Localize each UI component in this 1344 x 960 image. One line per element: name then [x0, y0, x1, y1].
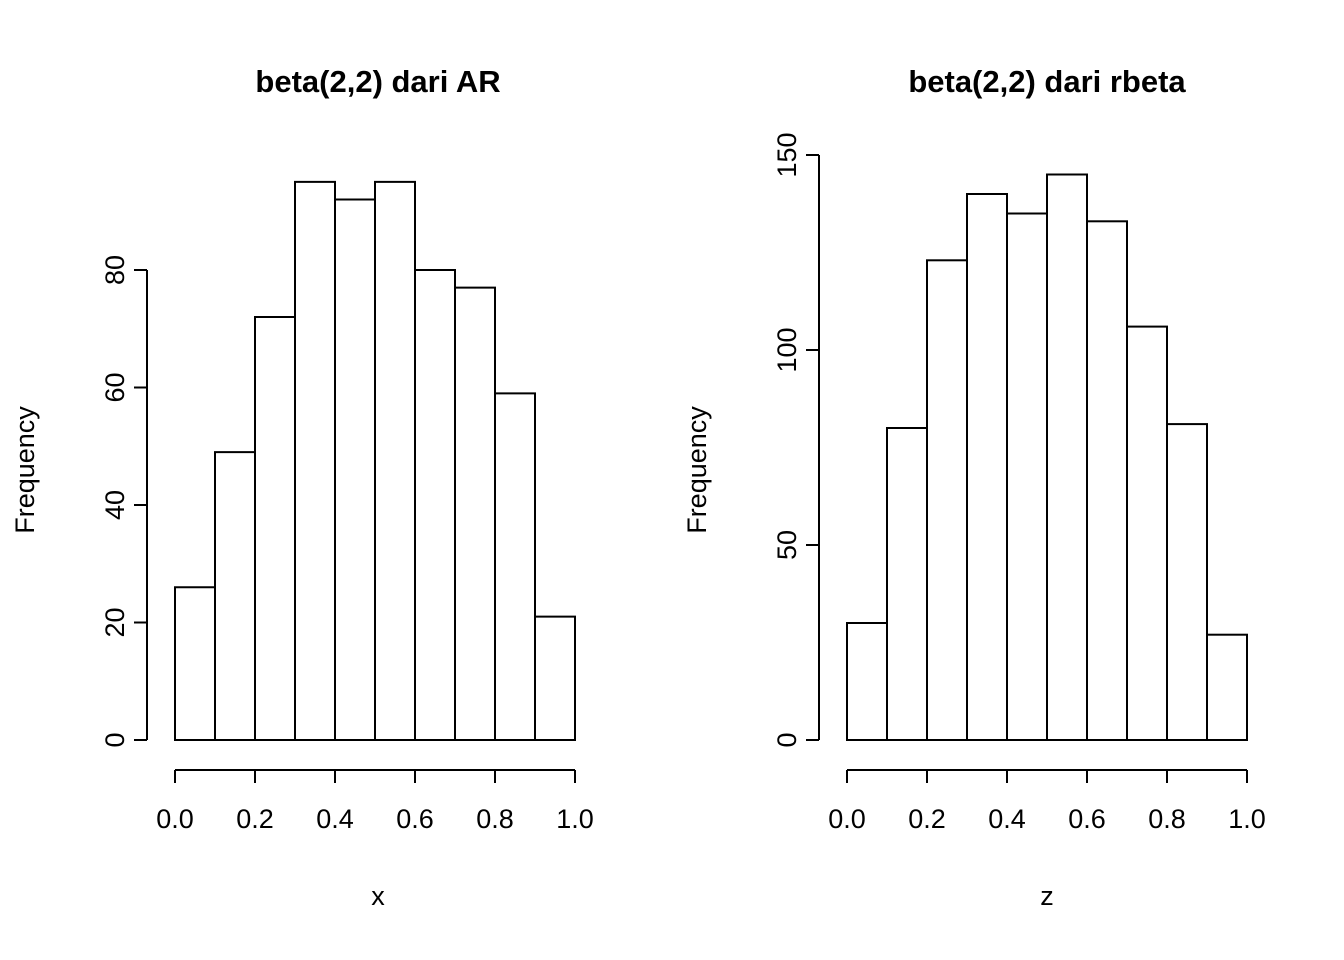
y-tick-label: 20 [100, 607, 130, 637]
histogram-bar [374, 180, 416, 741]
y-tick-label: 0 [772, 732, 802, 747]
y-tick-label: 150 [772, 132, 802, 177]
histogram-ar-chart: beta(2,2) dari AR Frequency x 0204060800… [10, 64, 594, 911]
histogram-bar [1086, 220, 1128, 742]
histogram-bar [254, 316, 296, 741]
y-tick-label: 80 [100, 255, 130, 285]
x-tick-label: 1.0 [556, 804, 594, 834]
x-axis-label-ar: x [371, 881, 385, 911]
histogram-bar [534, 615, 576, 741]
x-tick-label: 0.4 [988, 804, 1026, 834]
x-tick-label: 0.6 [396, 804, 434, 834]
histogram-bar [926, 259, 968, 741]
x-tick-label: 0.0 [828, 804, 866, 834]
histogram-bar [886, 427, 928, 741]
histogram-bar [294, 180, 336, 741]
histogram-bar [214, 451, 256, 741]
y-axis-label-ar: Frequency [10, 406, 40, 534]
histogram-bar [846, 622, 888, 741]
y-tick-label: 0 [100, 732, 130, 747]
chart-title-ar: beta(2,2) dari AR [255, 64, 500, 99]
x-tick-label: 0.8 [1148, 804, 1186, 834]
y-tick-label: 100 [772, 327, 802, 372]
histogram-bar [494, 392, 536, 741]
chart-title-rbeta: beta(2,2) dari rbeta [908, 64, 1186, 99]
histogram-bar [454, 286, 496, 741]
x-tick-label: 0.2 [236, 804, 274, 834]
y-tick-label: 60 [100, 372, 130, 402]
histogram-rbeta-chart: beta(2,2) dari rbeta Frequency z 0 50 100 1… [682, 64, 1266, 911]
plot-area-ar: 0 20 40 60 80 0.0 0.2 0.4 0.6 0.8 1.0 [100, 180, 594, 834]
x-tick-label: 0.8 [476, 804, 514, 834]
x-tick-label: 0.6 [1068, 804, 1106, 834]
histogram-bar [1006, 212, 1048, 741]
x-axis-label-rbeta: z [1040, 881, 1054, 911]
histogram-bar [174, 586, 216, 741]
histogram-bar [1166, 423, 1208, 741]
histogram-bar [1126, 325, 1168, 741]
y-axis-label-rbeta: Frequency [682, 406, 712, 534]
y-tick-label: 50 [772, 530, 802, 560]
plot-area-rbeta: 0 50 100 150 0.0 0.2 0.4 0.6 0.8 1.0 [772, 132, 1266, 834]
x-tick-label: 0.0 [156, 804, 194, 834]
histogram-bar [414, 269, 456, 741]
x-tick-label: 0.4 [316, 804, 354, 834]
x-tick-label: 0.2 [908, 804, 946, 834]
histogram-bar [966, 193, 1008, 741]
y-tick-label: 40 [100, 490, 130, 520]
histogram-bar [1206, 633, 1248, 742]
histogram-bar [334, 198, 376, 741]
histogram-bar [1046, 173, 1088, 741]
x-tick-label: 1.0 [1228, 804, 1266, 834]
